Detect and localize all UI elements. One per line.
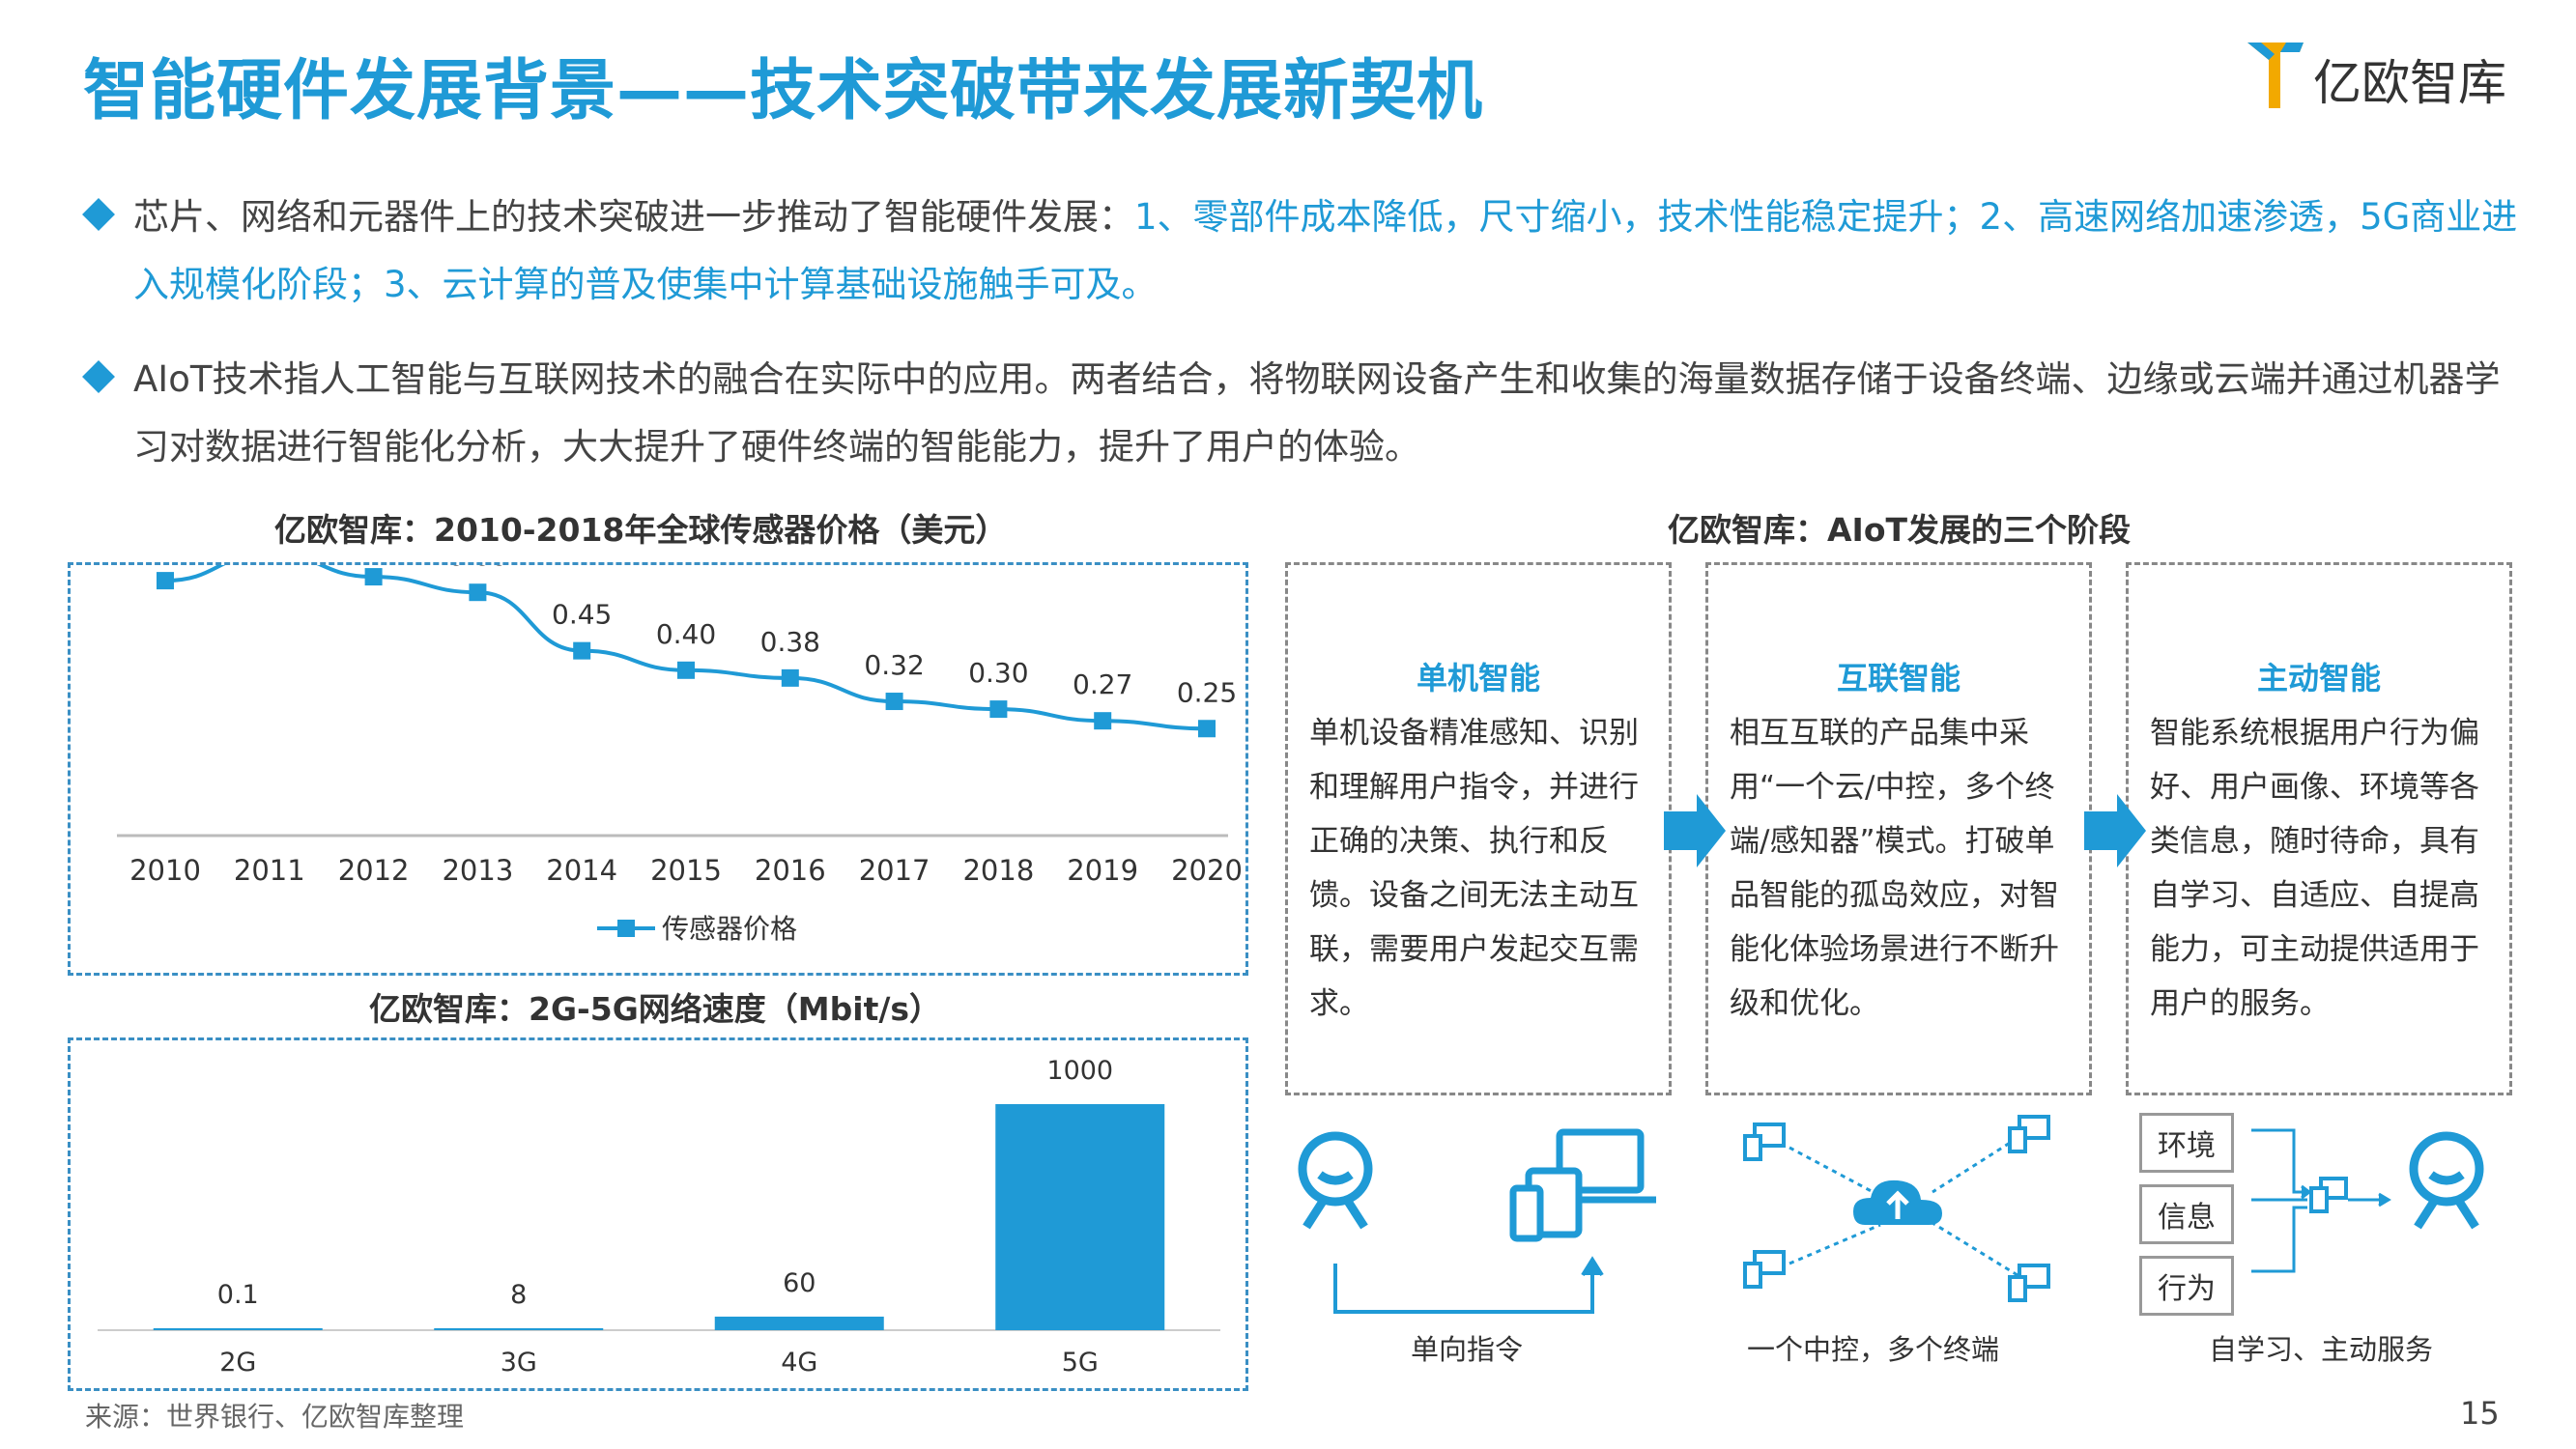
data-point [1198, 720, 1216, 738]
source-note: 来源：世界银行、亿欧智库整理 [85, 1401, 465, 1433]
diamond-bullet-icon [82, 360, 115, 393]
x-tick-label: 2016 [755, 854, 826, 887]
x-tick-label: 2010 [129, 854, 201, 887]
bullet-1: 芯片、网络和元器件上的技术突破进一步推动了智能硬件发展：1、零部件成本降低，尺寸… [82, 184, 2532, 319]
stage-2-text: 相互互联的产品集中采用“一个云/中控，多个终端/感知器”模式。打破单品智能的孤岛… [1730, 716, 2059, 1021]
bar [714, 1316, 884, 1330]
page-title: 智能硬件发展背景——技术突破带来发展新契机 [83, 53, 1484, 129]
terminal-icons [1743, 1115, 2050, 1302]
data-point [364, 568, 383, 586]
stage-1-illustration [1298, 1128, 1656, 1314]
legend-marker [617, 920, 635, 937]
logo: 亿欧智库 [2242, 35, 2532, 122]
stage-3-text: 智能系统根据用户行为偏好、用户画像、环境等各类信息，随时待命，具有自学习、自适应… [2150, 716, 2479, 1021]
data-point [781, 668, 799, 687]
stage-3-caption: 自学习、主动服务 [2209, 1333, 2434, 1366]
data-label: 1000 [1046, 1056, 1113, 1086]
data-label: 0.1 [217, 1280, 259, 1310]
x-tick-label: 2014 [546, 854, 617, 887]
bar [434, 1328, 604, 1330]
logo-mark-icon [2247, 43, 2304, 108]
data-label: 0.27 [1073, 668, 1132, 700]
series-line [164, 551, 1208, 731]
data-label: 0.38 [760, 626, 820, 658]
legend-label: 传感器价格 [662, 913, 797, 945]
x-tick-label: 2015 [650, 854, 722, 887]
data-label: 60 [783, 1268, 816, 1298]
bar-chart-box: 0.1 2G 8 3G 60 4G 1000 5G [68, 1037, 1248, 1391]
data-point [1094, 712, 1112, 730]
stage-1-caption: 单向指令 [1411, 1333, 1524, 1366]
bullet-2: AIoT技术指人工智能与互联网技术的融合在实际中的应用。两者结合，将物联网设备产… [82, 346, 2532, 481]
data-point [989, 700, 1008, 719]
x-tick-label: 2020 [1171, 854, 1243, 887]
page-number: 15 [2460, 1395, 2500, 1432]
flow-lines [1333, 1256, 1604, 1314]
bullet-1-text: 芯片、网络和元器件上的技术突破进一步推动了智能硬件发展： [133, 196, 1134, 238]
x-tick-label: 3G [501, 1348, 537, 1378]
bar [153, 1328, 323, 1330]
data-point [573, 641, 591, 660]
data-label: 0.25 [1177, 676, 1237, 708]
input-tag-info: 信息 [2139, 1184, 2234, 1244]
bar [995, 1104, 1165, 1330]
stage-1-title: 单机智能 [1416, 660, 1540, 696]
bullet-1-highlight: 1、零部件成本降低，尺寸缩小，技术性能稳定提升；2、高速网络加速渗透，5G商业进… [133, 196, 2518, 305]
bullet-2-text: AIoT技术指人工智能与互联网技术的融合在实际中的应用。两者结合，将物联网设备产… [133, 358, 2501, 468]
devices-icon [1509, 1128, 1656, 1242]
bar-chart: 0.1 2G 8 3G 60 4G 1000 5G [98, 1056, 1220, 1378]
bar-chart-title: 亿欧智库：2G-5G网络速度（Mbit/s） [369, 990, 942, 1028]
stage-2-title: 互联智能 [1836, 660, 1961, 696]
data-label: 0.40 [656, 618, 716, 650]
x-tick-label: 4G [781, 1348, 817, 1378]
x-tick-label: 2G [219, 1348, 256, 1378]
data-point [885, 693, 903, 711]
data-point [469, 583, 487, 602]
user-icon [1298, 1131, 1373, 1230]
x-tick-label: 2012 [338, 854, 410, 887]
x-tick-label: 2017 [859, 854, 930, 887]
line-chart-box: 0.6320100.7020110.6420120.6020130.452014… [68, 501, 1248, 976]
x-tick-label: 2013 [442, 854, 513, 887]
arrow-right-icon [2084, 794, 2146, 867]
input-tag-behavior: 行为 [2139, 1256, 2234, 1316]
stage-2-illustration [1743, 1115, 2050, 1302]
logo-text: 亿欧智库 [2313, 55, 2506, 111]
x-tick-label: 5G [1062, 1348, 1099, 1378]
cloud-hub-icon [1853, 1179, 1942, 1225]
x-tick-label: 2011 [234, 854, 305, 887]
data-label: 8 [510, 1280, 527, 1310]
x-tick-label: 2019 [1067, 854, 1138, 887]
aiot-title: 亿欧智库：AIoT发展的三个阶段 [1668, 511, 2131, 549]
data-label: 0.45 [552, 599, 612, 631]
data-label: 0.30 [968, 657, 1028, 689]
connection-lines [1789, 1136, 2018, 1277]
stage-1-text: 单机设备精准感知、识别和理解用户指令，并进行正确的决策、执行和反馈。设备之间无法… [1309, 716, 1639, 1021]
data-label: 0.32 [864, 649, 924, 681]
input-tag-environment: 环境 [2139, 1113, 2234, 1173]
stage-2-caption: 一个中控，多个终端 [1747, 1333, 2000, 1366]
hub-device-icon [2309, 1177, 2348, 1213]
user-icon [2409, 1131, 2484, 1230]
stage-box-1: 单机智能 单机设备精准感知、识别和理解用户指令，并进行正确的决策、执行和反馈。设… [1285, 562, 1672, 1095]
data-point [157, 572, 174, 590]
stage-box-3: 主动智能 智能系统根据用户行为偏好、用户画像、环境等各类信息，随时待命，具有自学… [2126, 562, 2512, 1095]
stage-3-title: 主动智能 [2256, 660, 2381, 696]
line-chart: 0.6320100.7020110.6420120.6020130.452014… [117, 501, 1243, 945]
stage-3-illustration [2251, 1128, 2484, 1273]
stage-box-2: 互联智能 相互互联的产品集中采用“一个云/中控，多个终端/感知器”模式。打破单品… [1705, 562, 2092, 1095]
diamond-bullet-icon [82, 198, 115, 231]
data-point [677, 661, 695, 679]
arrow-right-icon [1664, 794, 1726, 867]
line-chart-title: 亿欧智库：2010-2018年全球传感器价格（美元） [274, 511, 1008, 549]
input-lines [2251, 1128, 2391, 1273]
x-tick-label: 2018 [962, 854, 1034, 887]
data-label: 0.60 [447, 565, 507, 572]
